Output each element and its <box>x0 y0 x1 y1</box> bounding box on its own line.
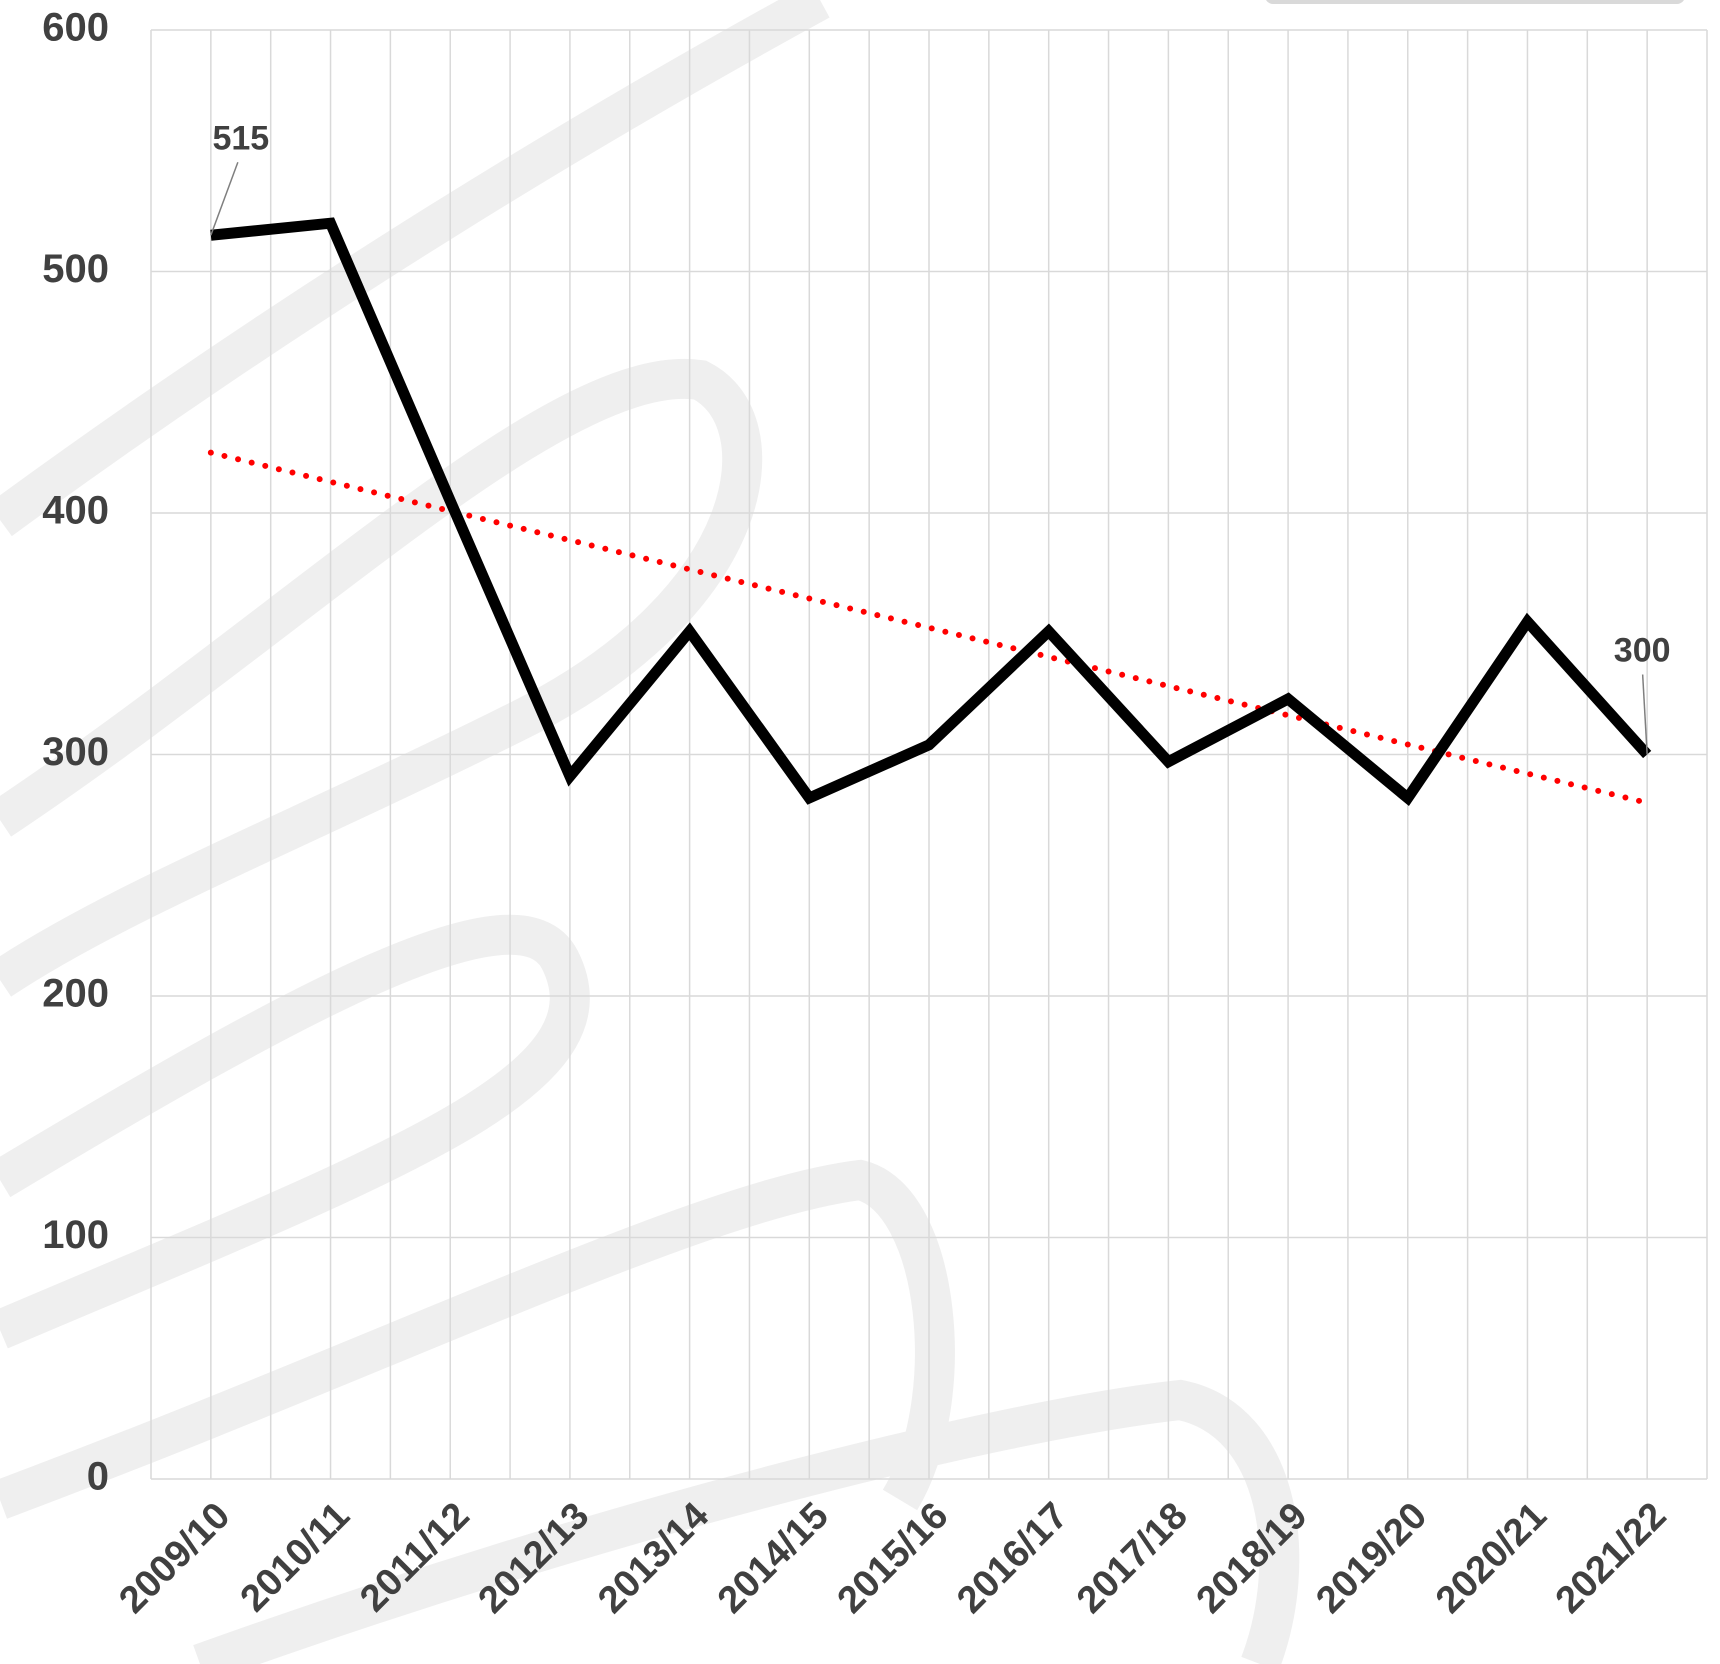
x-tick-label: 2021/22 <box>1548 1495 1675 1622</box>
watermark <box>0 0 1300 1664</box>
watermark-stroke <box>0 914 590 1349</box>
data-label: 515 <box>212 119 269 157</box>
watermark-stroke <box>0 358 763 997</box>
y-tick-label: 0 <box>87 1455 109 1499</box>
label-leader <box>1641 674 1648 755</box>
x-tick-label: 2017/18 <box>1069 1495 1196 1622</box>
label-leader <box>210 162 239 236</box>
watermark-stroke <box>193 1379 1300 1664</box>
data-line <box>210 217 1652 807</box>
y-tick-label: 300 <box>42 730 109 774</box>
trend-line <box>207 449 1651 806</box>
x-tick-label: 2020/21 <box>1428 1495 1555 1622</box>
y-tick-label: 100 <box>42 1213 109 1257</box>
data-label: 300 <box>1614 631 1671 669</box>
x-tick-label: 2019/20 <box>1308 1495 1435 1622</box>
x-tick-label: 2016/17 <box>949 1495 1076 1622</box>
x-tick-label: 2009/10 <box>111 1495 238 1622</box>
y-tick-label: 600 <box>42 6 109 50</box>
y-tick-label: 400 <box>42 489 109 533</box>
y-tick-label: 200 <box>42 972 109 1016</box>
y-tick-label: 500 <box>42 247 109 291</box>
toolbar-edge <box>1266 0 1684 4</box>
x-tick-label: 2015/16 <box>830 1495 957 1622</box>
watermark-stroke <box>0 0 830 537</box>
watermark-stroke <box>0 1159 955 1519</box>
